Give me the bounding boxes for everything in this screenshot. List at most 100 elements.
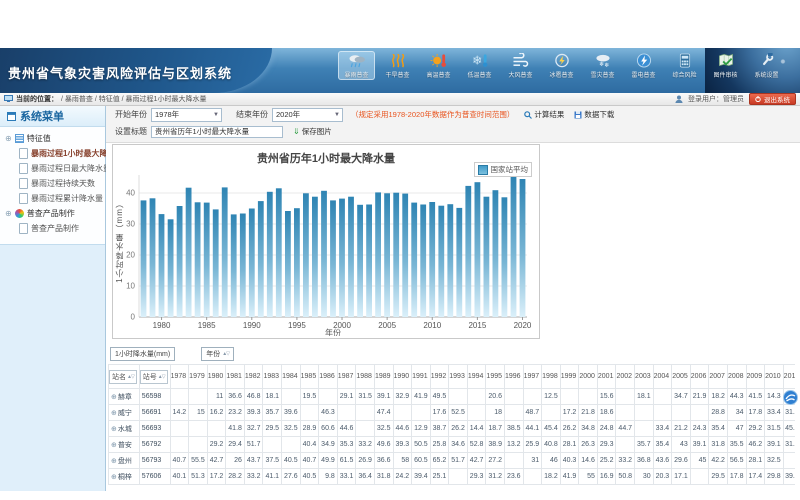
nav-item-lightning[interactable]: 雷电普查 — [625, 51, 662, 80]
nav-item-hail[interactable]: 冰雹普查 — [543, 51, 580, 80]
year-column-header[interactable]: 1991 — [411, 364, 431, 389]
year-column-header[interactable]: 2002 — [615, 364, 636, 389]
year-column-header[interactable]: 1983 — [262, 364, 283, 389]
year-column-header[interactable]: 1979 — [188, 364, 208, 389]
start-year-select[interactable]: 1978年 ▼ — [151, 107, 222, 122]
year-column-header[interactable]: 1978 — [169, 364, 190, 389]
row-expand-icon[interactable]: ⊕ — [111, 441, 117, 449]
expander-icon[interactable]: ⊕ — [5, 133, 12, 143]
value-cell: 11 — [206, 388, 227, 405]
sidebar-item-0-3[interactable]: 暴雨过程累计降水量 — [0, 191, 105, 206]
svg-text:2015: 2015 — [468, 321, 486, 330]
year-column-header[interactable]: 2010 — [764, 364, 784, 389]
nav-item-high-temp[interactable]: 高温普查 — [420, 51, 457, 80]
row-expand-icon[interactable]: ⊕ — [111, 457, 117, 465]
station-table-zone: 1小时降水量(mm) 年份 ▲▽ 站名 ▲▽ 站号 ▲▽ 1978 1979 1980 1981… — [108, 346, 795, 489]
year-column-header[interactable]: 1981 — [225, 364, 245, 389]
station-name-cell: ⊕威宁 — [108, 404, 140, 421]
year-column-header[interactable]: 1980 — [206, 364, 227, 389]
value-cell: 17.2 — [206, 468, 227, 485]
floating-widget-icon[interactable] — [783, 390, 798, 405]
svg-text:2010: 2010 — [423, 321, 441, 330]
tree-group-1[interactable]: ⊕ 普查产品制作 — [0, 206, 105, 221]
value-cell — [559, 388, 580, 405]
tree-group-0[interactable]: ⊕ 特征值 — [0, 131, 105, 146]
year-column-header[interactable]: 2001 — [596, 364, 617, 389]
value-cell: 26.9 — [355, 452, 375, 469]
metric-filter-box[interactable]: 1小时降水量(mm) — [110, 347, 176, 361]
value-cell: 29.2 — [206, 436, 227, 453]
svg-text:1990: 1990 — [243, 321, 261, 330]
year-column-header[interactable]: 1987 — [336, 364, 357, 389]
station-name-header-sort[interactable]: 站名 ▲▽ — [109, 369, 137, 384]
value-cell: 18.6 — [596, 404, 617, 421]
nav-item-map-review[interactable]: 图件审核 — [707, 51, 744, 80]
year-column-header[interactable]: 1995 — [485, 364, 505, 389]
year-column-header[interactable]: 1997 — [522, 364, 543, 389]
value-cell: 39.1 — [764, 436, 784, 453]
nav-item-snow[interactable]: ❄ ❄ 雪灾普查 — [584, 51, 621, 80]
sidebar-item-0-2[interactable]: 暴雨过程持续天数 — [0, 176, 105, 191]
value-cell: 33.2 — [243, 468, 264, 485]
value-cell: 29.3 — [596, 436, 617, 453]
year-column-header[interactable]: 1993 — [448, 364, 468, 389]
year-column-header[interactable]: 2011 — [782, 364, 795, 389]
nav-item-low-temp[interactable]: ❄ 低温普查 — [461, 51, 498, 80]
year-column-header[interactable]: 1985 — [299, 364, 320, 389]
nav-item-label: 暴雨普查 — [344, 72, 369, 79]
hail-icon — [543, 53, 580, 69]
value-cell: 18.2 — [708, 388, 728, 405]
value-cell — [634, 420, 654, 437]
value-cell: 42.7 — [206, 452, 227, 469]
year-column-header[interactable]: 2000 — [578, 364, 598, 389]
nav-item-drought[interactable]: 干旱普查 — [379, 51, 416, 80]
year-column-header[interactable]: 1989 — [373, 364, 394, 389]
logout-button[interactable]: 退出系统 — [749, 93, 796, 105]
year-column-header[interactable]: 1988 — [355, 364, 375, 389]
value-cell: 32.7 — [243, 420, 264, 437]
expander-icon[interactable]: ⊕ — [5, 208, 12, 218]
nav-item-rainstorm[interactable]: 暴雨普查 — [338, 51, 375, 80]
end-year-select[interactable]: 2020年 ▼ — [272, 107, 343, 122]
year-column-header[interactable]: 1990 — [392, 364, 413, 389]
row-expand-icon[interactable]: ⊕ — [111, 409, 117, 417]
value-cell: 38.7 — [429, 420, 450, 437]
year-column-header[interactable]: 2009 — [745, 364, 766, 389]
row-expand-icon[interactable]: ⊕ — [111, 393, 117, 401]
sidebar-item-1-0[interactable]: 普查产品制作 — [0, 221, 105, 236]
chart-title-input[interactable] — [151, 125, 283, 138]
year-filter-box[interactable]: 年份 ▲▽ — [201, 347, 235, 361]
year-column-header[interactable]: 1984 — [281, 364, 301, 389]
value-cell: 31.5 — [764, 420, 784, 437]
year-column-header[interactable]: 1986 — [318, 364, 338, 389]
value-cell: 41.9 — [411, 388, 431, 405]
toolbar-row-1: 开始年份 1978年 ▼ 结束年份 2020年 ▼ （规定采用1978-2020年数… — [106, 106, 800, 123]
sidebar-item-0-1[interactable]: 暴雨过程日最大降水量 — [0, 161, 111, 176]
svg-text:1985: 1985 — [198, 321, 216, 330]
year-column-header[interactable]: 1992 — [429, 364, 450, 389]
value-cell — [522, 468, 543, 485]
save-image-button[interactable]: ⇓ 保存图片 — [293, 127, 332, 136]
year-column-header[interactable]: 1982 — [243, 364, 264, 389]
sidebar-item-0-0[interactable]: 暴雨过程1小时最大降水量 — [0, 146, 123, 161]
calc-result-button[interactable]: 计算结果 — [524, 109, 564, 120]
year-column-header[interactable]: 2008 — [726, 364, 747, 389]
nav-item-settings[interactable]: 系统设置 — [748, 51, 785, 80]
row-expand-icon[interactable]: ⊕ — [111, 425, 117, 433]
year-column-header[interactable]: 1999 — [559, 364, 580, 389]
value-cell: 40.3 — [559, 452, 580, 469]
year-column-header[interactable]: 2006 — [689, 364, 710, 389]
year-column-header[interactable]: 2004 — [652, 364, 673, 389]
value-cell: 44.6 — [336, 420, 357, 437]
year-column-header[interactable]: 2007 — [708, 364, 728, 389]
row-expand-icon[interactable]: ⊕ — [111, 473, 117, 481]
nav-item-wind[interactable]: 大风普查 — [502, 51, 539, 80]
year-column-header[interactable]: 1994 — [466, 364, 487, 389]
year-column-header[interactable]: 2003 — [634, 364, 654, 389]
year-column-header[interactable]: 2005 — [671, 364, 691, 389]
nav-item-risk[interactable]: 综合风险 — [666, 51, 703, 80]
data-download-button[interactable]: 数据下载 — [574, 109, 614, 120]
year-column-header[interactable]: 1996 — [504, 364, 524, 389]
station-id-header-sort[interactable]: 站号 ▲▽ — [140, 369, 168, 384]
year-column-header[interactable]: 1998 — [541, 364, 561, 389]
